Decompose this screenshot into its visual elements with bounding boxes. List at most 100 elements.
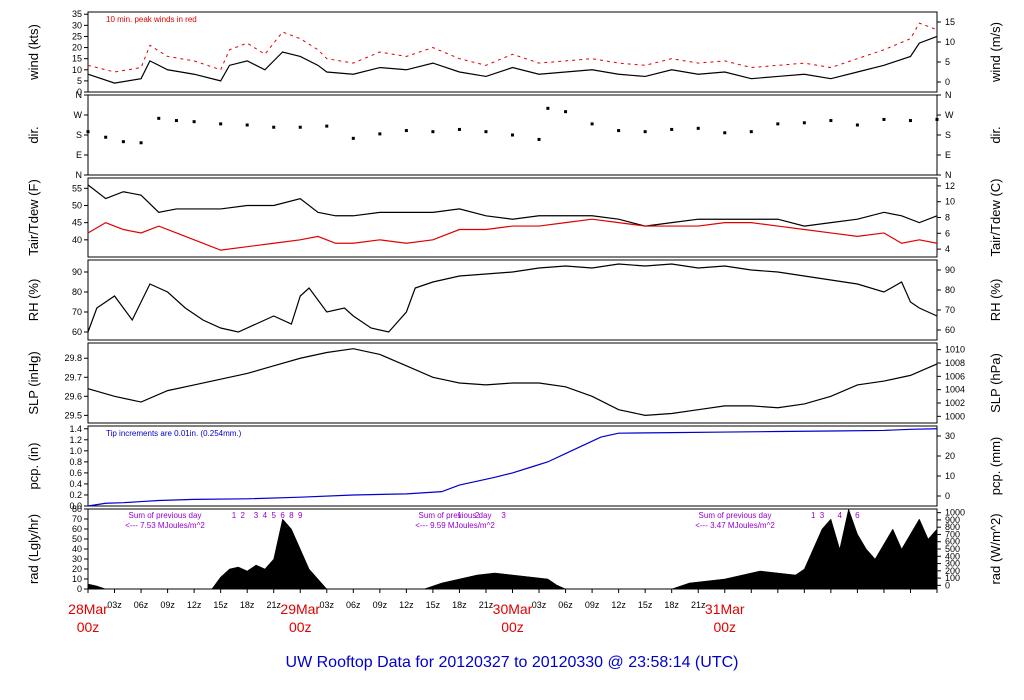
y-tick-label: 0.6: [69, 468, 82, 478]
y-tick-label-right: 5: [945, 57, 950, 67]
y-tick-label: 40: [72, 544, 82, 554]
y-tick-label: 25: [72, 31, 82, 41]
x-tick-label: 18z: [664, 600, 679, 610]
event-label: 6: [280, 511, 285, 520]
day-label-hour: 00z: [77, 619, 100, 635]
data-point: [546, 106, 550, 110]
y-tick-label-right: 600: [945, 537, 960, 547]
y-tick-label: 1.4: [69, 424, 82, 434]
y-tick-label: 0: [77, 87, 82, 97]
event-label: 2: [241, 511, 246, 520]
series-line: [87, 22, 938, 73]
y-tick-label-right: 0: [945, 491, 950, 501]
panel-frame: [87, 342, 938, 424]
x-tick-label: 18z: [452, 600, 467, 610]
y-tick-label: 50: [72, 534, 82, 544]
y-tick-label-right: 10: [945, 37, 955, 47]
chart-title: UW Rooftop Data for 20120327 to 20120330…: [286, 654, 739, 671]
y-tick-label: N: [76, 170, 83, 180]
y-tick-label-right: N: [945, 90, 952, 100]
data-point: [174, 119, 178, 123]
rad-sum-value: <--- 7.53 MJoules/m^2: [125, 521, 205, 530]
event-label: 4: [263, 511, 268, 520]
y-tick-label-right: 300: [945, 559, 960, 569]
y-tick-label: 29.7: [64, 372, 82, 382]
y-tick-label: 0.2: [69, 490, 82, 500]
rad-sum-label: Sum of previous day: [699, 511, 772, 520]
data-point: [192, 120, 196, 124]
y-tick-label: 80: [72, 504, 82, 514]
y-tick-label-right: 80: [945, 285, 955, 295]
panel-dir: dir. dir.N NE ES SW WN N: [26, 90, 1003, 180]
y-tick-label: 10: [72, 574, 82, 584]
data-point: [829, 119, 833, 123]
data-point: [908, 119, 912, 123]
y-tick-label-right: 1000: [945, 508, 965, 518]
y-tick-label: 45: [72, 218, 82, 228]
y-tick-label-right: 20: [945, 451, 955, 461]
y-axis-label: rad (Lgly/hr): [26, 514, 41, 584]
y-tick-label-right: 6: [945, 228, 950, 238]
data-point: [564, 110, 568, 114]
y-axis-label: wind (kts): [26, 24, 41, 81]
data-point: [643, 130, 647, 134]
event-label: 5: [271, 511, 276, 520]
event-label: 2: [475, 511, 480, 520]
data-point: [696, 126, 700, 130]
data-point: [298, 125, 302, 129]
y-tick-label: 0.0: [69, 501, 82, 511]
data-point: [86, 130, 90, 134]
series-line: [87, 348, 938, 416]
y-tick-label: 35: [72, 9, 82, 19]
data-point: [590, 122, 594, 126]
y-tick-label: 20: [72, 43, 82, 53]
event-label: 1: [811, 511, 816, 520]
data-point: [855, 123, 859, 127]
x-tick-label: 18z: [240, 600, 255, 610]
data-point: [882, 117, 886, 121]
event-label: 3: [820, 511, 825, 520]
day-label: 28Mar: [68, 601, 108, 617]
data-point: [272, 125, 276, 129]
y-tick-label: 29.5: [64, 410, 82, 420]
panel-rad: rad (Lgly/hr) rad (W/m^2)0102030405060708…: [26, 504, 1003, 594]
x-tick-label: 12z: [399, 600, 414, 610]
data-point: [157, 116, 161, 120]
data-point: [749, 130, 753, 134]
data-point: [511, 133, 514, 137]
data-point: [457, 127, 461, 131]
y-axis-label: SLP (inHg): [26, 351, 41, 414]
y-tick-label: 90: [72, 267, 82, 277]
event-label: 3: [254, 511, 259, 520]
day-label-hour: 00z: [501, 619, 524, 635]
data-point: [484, 130, 488, 134]
y-tick-label-right: 1008: [945, 358, 965, 368]
series-line: [87, 35, 938, 84]
x-tick-label: 09z: [585, 600, 600, 610]
y-tick-label: 30: [72, 20, 82, 30]
y-tick-label: 60: [72, 524, 82, 534]
x-tick-label: 12z: [187, 600, 202, 610]
rad-sum-label: Sum of previous day: [129, 511, 202, 520]
y-tick-label: 55: [72, 183, 82, 193]
rad-sum-label: Sum of previous day: [419, 511, 492, 520]
series-line: [87, 184, 938, 227]
y-tick-label-right: 30: [945, 431, 955, 441]
y-tick-label-right: 60: [945, 325, 955, 335]
y-axis-label-right: Tair/Tdew (C): [988, 178, 1003, 256]
y-tick-label: W: [74, 110, 83, 120]
y-axis-label: pcp. (in): [26, 443, 41, 490]
y-tick-label-right: E: [945, 150, 951, 160]
panel-frame: [87, 177, 938, 258]
y-tick-label: 29.8: [64, 353, 82, 363]
y-tick-label-right: 700: [945, 529, 960, 539]
y-tick-label-right: 800: [945, 522, 960, 532]
x-tick-label: 15z: [213, 600, 228, 610]
data-point: [935, 117, 939, 121]
y-tick-label-right: 1000: [945, 411, 965, 421]
y-axis-label-right: rad (W/m^2): [988, 513, 1003, 584]
y-tick-label-right: 200: [945, 566, 960, 576]
y-tick-label-right: 400: [945, 551, 960, 561]
y-axis-label: Tair/Tdew (F): [26, 179, 41, 256]
